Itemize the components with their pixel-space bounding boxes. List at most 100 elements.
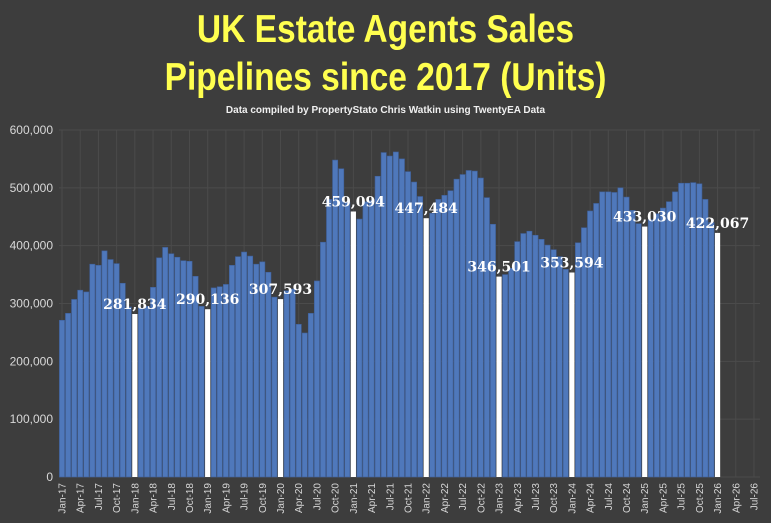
x-tick-label: Jan-24 bbox=[567, 483, 578, 514]
bar bbox=[301, 332, 308, 478]
bar bbox=[477, 177, 484, 478]
bar bbox=[660, 207, 666, 478]
data-label: 447,484 bbox=[395, 201, 459, 217]
x-tick-label: Oct-25 bbox=[695, 483, 706, 513]
bar bbox=[125, 306, 132, 478]
bar bbox=[690, 182, 697, 478]
bar bbox=[338, 168, 345, 478]
x-tick-label: Oct-17 bbox=[112, 483, 123, 513]
y-tick-label: 600,000 bbox=[10, 123, 54, 137]
bar bbox=[210, 287, 217, 478]
y-tick-label: 300,000 bbox=[10, 297, 54, 311]
x-tick-label: Oct-18 bbox=[185, 483, 196, 513]
bar bbox=[550, 249, 557, 478]
data-label: 459,094 bbox=[322, 194, 386, 210]
highlight-bar bbox=[350, 211, 356, 477]
x-tick-label: Apr-17 bbox=[76, 483, 87, 513]
x-tick-label: Jan-19 bbox=[203, 483, 214, 514]
bar bbox=[629, 210, 636, 478]
bar bbox=[271, 296, 278, 478]
bar bbox=[405, 171, 411, 478]
bar bbox=[229, 265, 235, 478]
x-tick-label: Oct-19 bbox=[258, 483, 269, 513]
x-tick-label: Jul-17 bbox=[94, 483, 105, 511]
bar bbox=[235, 256, 241, 478]
bar bbox=[144, 306, 150, 478]
bar bbox=[150, 287, 156, 478]
bar bbox=[653, 213, 660, 478]
x-tick-label: Apr-18 bbox=[149, 483, 160, 513]
bar bbox=[283, 290, 290, 478]
bar bbox=[186, 260, 193, 478]
bar bbox=[581, 227, 587, 478]
bar bbox=[386, 155, 393, 478]
x-tick-label: Apr-24 bbox=[586, 483, 597, 513]
y-tick-label: 500,000 bbox=[10, 181, 54, 195]
bar bbox=[59, 319, 65, 478]
x-tick-label: Apr-22 bbox=[440, 483, 451, 513]
bar bbox=[77, 289, 84, 478]
x-tick-label: Apr-26 bbox=[731, 483, 742, 513]
bar bbox=[459, 174, 466, 478]
x-tick-label: Oct-22 bbox=[476, 483, 487, 513]
bar bbox=[156, 257, 163, 478]
x-tick-label: Apr-21 bbox=[367, 483, 378, 513]
bar bbox=[332, 159, 339, 478]
x-tick-label: Jul-19 bbox=[240, 483, 251, 511]
bar bbox=[192, 276, 199, 478]
bar bbox=[392, 151, 399, 478]
x-tick-label: Jan-26 bbox=[713, 483, 724, 514]
bar bbox=[429, 212, 436, 478]
bar bbox=[138, 307, 144, 478]
bar bbox=[684, 182, 691, 478]
bar bbox=[295, 324, 302, 478]
data-label: 281,834 bbox=[103, 297, 167, 313]
bar bbox=[514, 241, 521, 478]
bar bbox=[399, 158, 405, 478]
bar bbox=[471, 170, 478, 478]
chart-subtitle: Data compiled by PropertyStato Chris Wat… bbox=[225, 105, 546, 116]
x-tick-label: Jul-18 bbox=[167, 483, 178, 511]
bar bbox=[526, 230, 533, 478]
bar bbox=[575, 242, 581, 478]
bar bbox=[647, 219, 654, 478]
bar bbox=[326, 199, 332, 478]
bar bbox=[538, 239, 545, 478]
bar bbox=[65, 313, 71, 478]
y-tick-label: 400,000 bbox=[10, 239, 54, 253]
bar bbox=[532, 234, 539, 478]
x-tick-label: Jul-25 bbox=[677, 483, 688, 511]
bar bbox=[247, 255, 254, 478]
x-tick-label: Apr-25 bbox=[658, 483, 669, 513]
bar bbox=[356, 218, 363, 478]
y-tick-label: 0 bbox=[46, 470, 53, 484]
bar bbox=[180, 260, 187, 478]
bar bbox=[417, 196, 424, 478]
bar bbox=[289, 288, 296, 478]
x-tick-label: Oct-21 bbox=[403, 483, 414, 513]
bar bbox=[368, 200, 375, 478]
bar bbox=[362, 201, 369, 478]
data-label: 433,030 bbox=[613, 210, 677, 226]
data-label: 422,067 bbox=[686, 216, 749, 232]
bar bbox=[113, 263, 120, 478]
x-tick-label: Jul-23 bbox=[531, 483, 542, 511]
x-tick-label: Jan-17 bbox=[58, 483, 69, 514]
bar bbox=[465, 170, 472, 478]
bar bbox=[95, 265, 102, 478]
bar bbox=[453, 178, 460, 478]
x-tick-label: Oct-23 bbox=[549, 483, 560, 513]
bar bbox=[708, 222, 715, 478]
highlight-bar bbox=[132, 314, 138, 477]
x-tick-label: Jan-20 bbox=[276, 483, 287, 514]
y-tick-label: 100,000 bbox=[10, 412, 54, 426]
x-tick-label: Oct-24 bbox=[622, 483, 633, 513]
bar bbox=[502, 274, 509, 478]
data-label: 307,593 bbox=[249, 282, 312, 298]
bar bbox=[672, 191, 678, 478]
bar bbox=[411, 181, 417, 478]
bar bbox=[107, 259, 114, 478]
bar bbox=[216, 286, 223, 478]
bar bbox=[635, 223, 642, 478]
